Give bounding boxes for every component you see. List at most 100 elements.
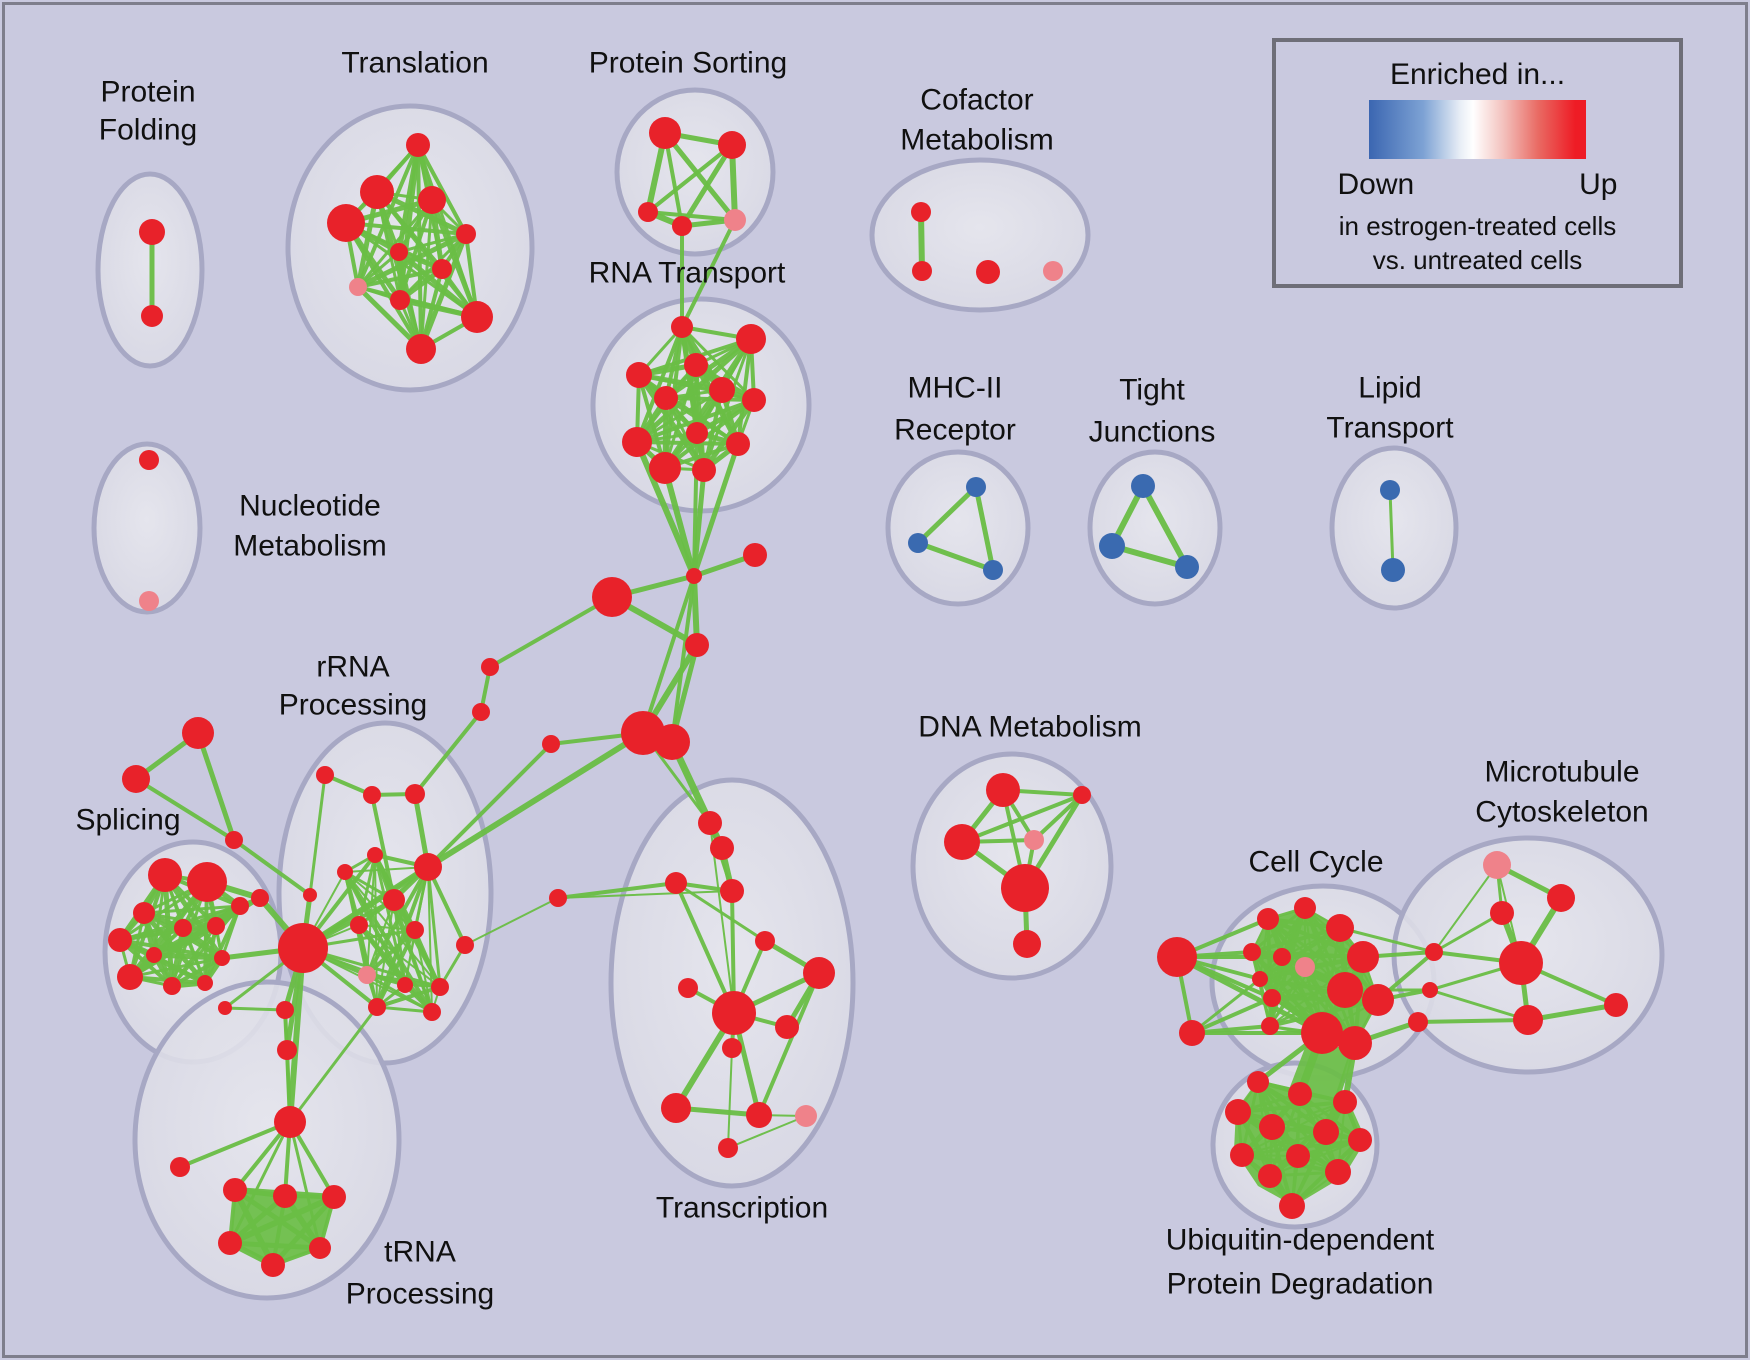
cell-cycle-node[interactable]: [1243, 943, 1261, 961]
mhc-ii-receptor-node[interactable]: [908, 533, 928, 553]
microtubule-cytoskeleton-node[interactable]: [1483, 851, 1511, 879]
trna-processing-node[interactable]: [309, 1237, 331, 1259]
ubiquitin-degradation-node[interactable]: [1279, 1193, 1305, 1219]
trna-processing-node[interactable]: [274, 1106, 306, 1138]
central-connectors-node[interactable]: [481, 658, 499, 676]
splicing-node[interactable]: [214, 950, 230, 966]
translation-node[interactable]: [461, 301, 493, 333]
ubiquitin-degradation-node[interactable]: [1325, 1159, 1351, 1185]
central-connectors-node[interactable]: [685, 633, 709, 657]
rrna-processing-node[interactable]: [405, 784, 425, 804]
protein-folding-node[interactable]: [139, 219, 165, 245]
transcription-node[interactable]: [710, 836, 734, 860]
splicing-node[interactable]: [117, 964, 143, 990]
cell-cycle-node[interactable]: [1252, 971, 1268, 987]
cell-cycle-node[interactable]: [1295, 957, 1315, 977]
rrna-processing-node[interactable]: [414, 853, 442, 881]
cell-cycle-node[interactable]: [1261, 1017, 1279, 1035]
transcription-node[interactable]: [665, 872, 687, 894]
dna-metabolism-node[interactable]: [944, 824, 980, 860]
ubiquitin-degradation-node[interactable]: [1286, 1144, 1310, 1168]
ubiquitin-degradation-node[interactable]: [1230, 1143, 1254, 1167]
ubiquitin-degradation-node[interactable]: [1258, 1164, 1282, 1188]
translation-node[interactable]: [418, 186, 446, 214]
dna-metabolism-node[interactable]: [1013, 930, 1041, 958]
cofactor-metabolism-node[interactable]: [1043, 261, 1063, 281]
trna-processing-node[interactable]: [170, 1157, 190, 1177]
ubiquitin-degradation-node[interactable]: [1288, 1082, 1312, 1106]
transcription-node[interactable]: [746, 1102, 772, 1128]
splicing-outliers-node[interactable]: [225, 831, 243, 849]
splicing-node[interactable]: [108, 928, 132, 952]
transcription-node[interactable]: [755, 931, 775, 951]
protein-sorting-node[interactable]: [718, 131, 746, 159]
cell-cycle-node[interactable]: [1157, 937, 1197, 977]
microtubule-cytoskeleton-node[interactable]: [1499, 941, 1543, 985]
rrna-processing-node[interactable]: [350, 916, 368, 934]
mhc-ii-receptor-node[interactable]: [983, 560, 1003, 580]
central-connectors-node[interactable]: [621, 711, 665, 755]
splicing-node[interactable]: [207, 917, 225, 935]
rrna-processing-node[interactable]: [431, 978, 449, 996]
dna-metabolism-node[interactable]: [1024, 830, 1044, 850]
trna-processing-node[interactable]: [322, 1185, 346, 1209]
rrna-processing-node[interactable]: [383, 889, 405, 911]
rrna-processing-node[interactable]: [363, 786, 381, 804]
cell-cycle-node[interactable]: [1257, 908, 1279, 930]
rrna-processing-node[interactable]: [406, 921, 424, 939]
splicing-node[interactable]: [174, 919, 192, 937]
cell-cycle-node[interactable]: [1425, 943, 1443, 961]
rrna-processing-node[interactable]: [368, 998, 386, 1016]
cell-cycle-node[interactable]: [1179, 1020, 1205, 1046]
transcription-node[interactable]: [712, 991, 756, 1035]
central-connectors-node[interactable]: [549, 889, 567, 907]
rna-transport-node[interactable]: [626, 362, 652, 388]
rna-transport-node[interactable]: [649, 452, 681, 484]
cell-cycle-node[interactable]: [1273, 948, 1291, 966]
protein-sorting-node[interactable]: [638, 202, 658, 222]
cell-cycle-node[interactable]: [1422, 982, 1438, 998]
protein-sorting-node[interactable]: [649, 117, 681, 149]
ubiquitin-degradation-node[interactable]: [1225, 1099, 1251, 1125]
transcription-node[interactable]: [678, 978, 698, 998]
rna-transport-node[interactable]: [709, 377, 735, 403]
tight-junctions-node[interactable]: [1099, 533, 1125, 559]
microtubule-cytoskeleton-node[interactable]: [1490, 901, 1514, 925]
splicing-outliers-node[interactable]: [122, 765, 150, 793]
rna-transport-node[interactable]: [686, 422, 708, 444]
tight-junctions-node[interactable]: [1175, 555, 1199, 579]
rna-transport-node[interactable]: [692, 458, 716, 482]
splicing-node[interactable]: [187, 862, 227, 902]
cofactor-metabolism-node[interactable]: [976, 260, 1000, 284]
transcription-node[interactable]: [698, 811, 722, 835]
cell-cycle-node[interactable]: [1263, 989, 1281, 1007]
transcription-node[interactable]: [720, 879, 744, 903]
rna-transport-node[interactable]: [622, 427, 652, 457]
ubiquitin-degradation-node[interactable]: [1348, 1128, 1372, 1152]
transcription-node[interactable]: [795, 1105, 817, 1127]
transcription-node[interactable]: [661, 1093, 691, 1123]
trna-processing-node[interactable]: [273, 1184, 297, 1208]
rrna-processing-node[interactable]: [251, 889, 269, 907]
rna-transport-node[interactable]: [726, 432, 750, 456]
rna-transport-node[interactable]: [736, 324, 766, 354]
cell-cycle-node[interactable]: [1338, 1026, 1372, 1060]
translation-node[interactable]: [432, 259, 452, 279]
protein-sorting-node[interactable]: [724, 209, 746, 231]
splicing-outliers-node[interactable]: [182, 717, 214, 749]
nucleotide-metabolism-node[interactable]: [139, 591, 159, 611]
transcription-node[interactable]: [722, 1038, 742, 1058]
lipid-transport-node[interactable]: [1380, 480, 1400, 500]
translation-node[interactable]: [349, 278, 367, 296]
cell-cycle-node[interactable]: [1301, 1012, 1343, 1054]
translation-node[interactable]: [327, 204, 365, 242]
protein-sorting-node[interactable]: [672, 216, 692, 236]
translation-node[interactable]: [360, 175, 394, 209]
translation-node[interactable]: [406, 133, 430, 157]
splicing-node[interactable]: [146, 947, 162, 963]
rrna-processing-node[interactable]: [358, 966, 376, 984]
splicing-node[interactable]: [133, 902, 155, 924]
rna-transport-node[interactable]: [684, 353, 708, 377]
rrna-processing-node[interactable]: [276, 1001, 294, 1019]
cell-cycle-node[interactable]: [1326, 914, 1354, 942]
